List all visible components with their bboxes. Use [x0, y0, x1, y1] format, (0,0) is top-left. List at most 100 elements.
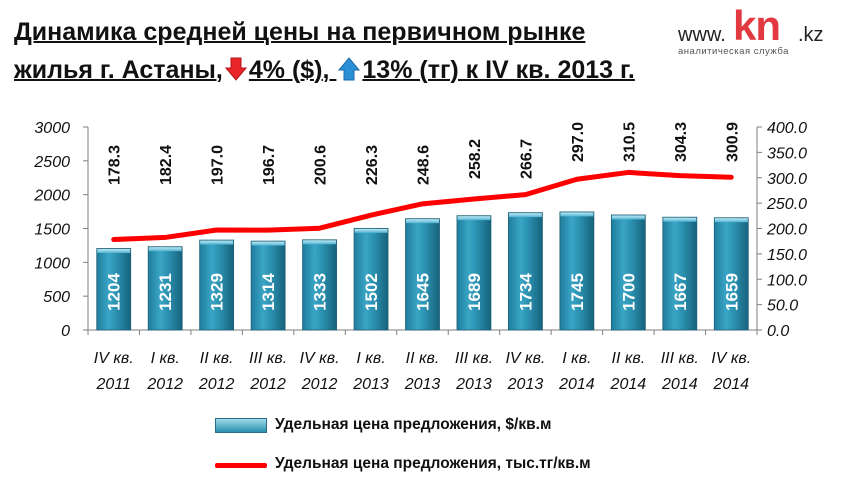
bar-value-label: 1689 [465, 273, 484, 311]
y-left-tick-label: 1500 [34, 222, 70, 239]
bar-highlight [714, 218, 748, 223]
bar [250, 240, 286, 331]
bars [96, 211, 749, 331]
legend-label-bars: Удельная цена предложения, $/кв.м [275, 416, 552, 433]
bar [96, 248, 132, 331]
bar [456, 215, 492, 331]
x-tick-label: III кв. 2013 [455, 350, 493, 393]
y-right-tick-label: 350.0 [767, 145, 807, 162]
line-value-label: 226.3 [364, 145, 381, 185]
price-line [111, 169, 734, 243]
bar-value-label: 1314 [259, 273, 278, 311]
bar-value-label: 1734 [516, 273, 535, 311]
title-line-2-tenge: 13% (тг) к IV кв. 2013 г. [362, 56, 635, 84]
line-value-label: 304.3 [673, 122, 690, 162]
bar-highlight [663, 217, 697, 222]
bar-value-label: 1745 [568, 273, 587, 311]
bar-highlight [200, 240, 234, 245]
x-tick-label: IV кв. 2014 [711, 350, 751, 393]
bar-value-label: 1231 [156, 273, 175, 311]
bar-highlight [97, 249, 131, 254]
legend-label-line: Удельная цена предложения, тыс.тг/кв.м [275, 455, 591, 472]
kn-logo: www. kn .kz аналитическая служба [678, 2, 838, 57]
bar-value-label: 1659 [722, 273, 741, 311]
x-tick-label: II кв. 2013 [404, 350, 441, 393]
title-line-2-dollar: 4% ($), [248, 56, 330, 84]
bar-highlight [354, 228, 388, 233]
y-left-tick-label: 3000 [34, 120, 70, 137]
bar [610, 214, 646, 331]
bar-value-label: 1329 [208, 273, 227, 311]
x-tick-label: III кв. 2012 [249, 350, 287, 393]
bar-highlight [560, 212, 594, 217]
line-value-label: 310.5 [621, 122, 638, 162]
down-arrow-icon [224, 57, 247, 81]
title-line-2: жилья г. Астаны, 4% ($), 13% (тг) к IV кв… [14, 56, 635, 85]
legend-swatch-line [215, 463, 267, 468]
bar-highlight [406, 219, 439, 224]
bar [302, 239, 337, 331]
x-tick-label: I кв. 2012 [146, 350, 183, 393]
y-right-tick-label: 0.0 [767, 323, 789, 340]
bar [353, 227, 389, 331]
x-tick-label: II кв. 2012 [198, 350, 235, 393]
x-tick-label: IV кв. 2012 [300, 350, 340, 393]
line-value-label: 300.9 [724, 122, 741, 162]
up-arrow-icon [338, 57, 361, 81]
bar-value-label: 1204 [105, 273, 124, 311]
bar [559, 211, 595, 331]
line-value-label: 200.6 [313, 145, 330, 185]
axes: 0 500 1000 1500 2000 2500 3000 0.0 50.0 100.0 150.… [33, 120, 807, 393]
y-right-tick-label: 200.0 [766, 222, 807, 239]
data-labels: 1204 1231 1329 1314 1333 1502 1645 1689 1734 1745… [105, 122, 742, 311]
y-right-tick-label: 150.0 [767, 247, 807, 264]
bar [713, 217, 749, 331]
x-tick-label: I кв. 2013 [352, 350, 389, 393]
x-tick-label: IV кв. 2013 [505, 350, 545, 393]
bar-value-label: 1645 [414, 273, 433, 311]
y-right-tick-label: 50.0 [767, 298, 798, 315]
y-right-tick-label: 100.0 [767, 272, 807, 289]
logo-kz: .kz [798, 24, 824, 46]
bar-value-label: 1667 [671, 273, 690, 311]
bar [199, 239, 235, 331]
line-series [111, 169, 734, 243]
bar-value-label: 1333 [311, 273, 330, 311]
bar-highlight [303, 240, 337, 245]
title-line-2-start: жилья г. Астаны, [14, 56, 223, 84]
line-value-label: 182.4 [158, 145, 175, 185]
y-right-tick-label: 250.0 [766, 196, 807, 213]
bar-highlight [251, 241, 285, 246]
logo-subtitle: аналитическая служба [678, 46, 789, 57]
y-right-tick-label: 400.0 [767, 120, 807, 137]
bar-highlight [611, 215, 645, 220]
bar [147, 246, 183, 331]
bar-highlight [457, 216, 491, 221]
line-value-label: 197.0 [210, 145, 227, 185]
y-right-tick-label: 300.0 [767, 171, 807, 188]
bar [405, 218, 440, 331]
title-line-1: Динамика средней цены на первичном рынке [14, 18, 586, 46]
x-tick-label: II кв. 2014 [610, 350, 647, 393]
bar-value-label: 1502 [362, 273, 381, 311]
bar-value-label: 1700 [619, 273, 638, 311]
bar [508, 212, 543, 331]
y-left-tick-label: 0 [61, 323, 70, 340]
logo-kn: kn [733, 2, 781, 49]
y-left-tick-label: 500 [43, 289, 70, 306]
legend-swatch-bar [215, 418, 267, 433]
line-value-label: 297.0 [570, 122, 587, 162]
bar-highlight [148, 247, 182, 252]
x-tick-label: I кв. 2014 [558, 350, 595, 393]
x-tick-label: III кв. 2014 [661, 350, 699, 393]
line-value-label: 196.7 [261, 145, 278, 185]
line-value-label: 178.3 [107, 145, 124, 185]
y-left-tick-label: 2500 [33, 154, 70, 171]
y-left-tick-label: 2000 [33, 188, 70, 205]
logo-www: www. [678, 24, 726, 46]
line-value-label: 266.7 [518, 139, 535, 179]
y-left-tick-label: 1000 [34, 255, 70, 272]
bar [662, 216, 698, 331]
line-value-label: 248.6 [416, 145, 433, 185]
